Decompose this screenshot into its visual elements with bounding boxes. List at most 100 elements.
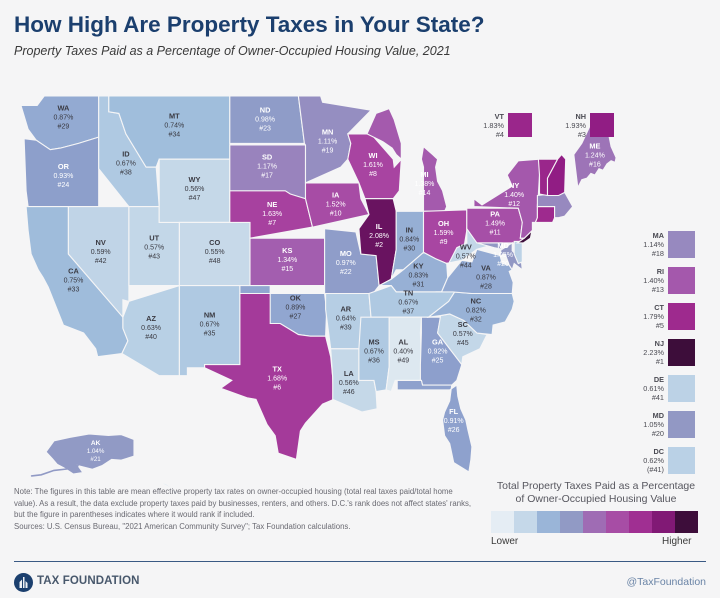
svg-text:0.67%: 0.67% xyxy=(398,300,418,307)
svg-text:#39: #39 xyxy=(340,324,352,331)
svg-text:#30: #30 xyxy=(403,245,415,252)
svg-text:1.63%: 1.63% xyxy=(262,211,282,218)
svg-text:1.49%: 1.49% xyxy=(485,221,505,228)
svg-text:FL: FL xyxy=(449,407,459,416)
svg-text:TX: TX xyxy=(272,364,282,373)
svg-text:WA: WA xyxy=(57,104,70,113)
svg-text:#40: #40 xyxy=(145,334,157,341)
svg-text:#36: #36 xyxy=(368,358,380,365)
svg-text:AK: AK xyxy=(91,440,101,447)
svg-text:0.57%: 0.57% xyxy=(456,254,476,261)
svg-text:0.82%: 0.82% xyxy=(466,308,486,315)
svg-text:1.34%: 1.34% xyxy=(277,257,297,264)
svg-text:WV: WV xyxy=(460,243,472,252)
svg-text:CO: CO xyxy=(209,238,220,247)
svg-text:0.67%: 0.67% xyxy=(364,349,384,356)
svg-text:#11: #11 xyxy=(490,230,501,237)
svg-text:0.67%: 0.67% xyxy=(116,161,136,168)
svg-text:OK: OK xyxy=(290,293,302,302)
svg-text:MO: MO xyxy=(340,249,352,258)
svg-text:0.56%: 0.56% xyxy=(185,186,205,193)
svg-text:#49: #49 xyxy=(397,358,409,365)
svg-text:NV: NV xyxy=(96,238,106,247)
svg-text:WY: WY xyxy=(189,175,201,184)
svg-text:WI: WI xyxy=(368,151,377,160)
svg-text:0.87%: 0.87% xyxy=(53,115,73,122)
svg-text:#44: #44 xyxy=(460,263,472,270)
svg-text:#20: #20 xyxy=(497,261,509,268)
svg-text:#10: #10 xyxy=(330,211,342,218)
svg-text:#35: #35 xyxy=(204,331,216,338)
svg-text:MN: MN xyxy=(322,127,334,136)
svg-text:0.83%: 0.83% xyxy=(408,273,428,280)
svg-text:#25: #25 xyxy=(432,358,444,365)
svg-text:MT: MT xyxy=(169,112,180,121)
svg-text:1.24%: 1.24% xyxy=(585,153,605,160)
svg-text:1.05%: 1.05% xyxy=(493,252,513,259)
svg-text:0.40%: 0.40% xyxy=(393,349,413,356)
svg-text:VA: VA xyxy=(481,263,491,272)
svg-text:1.59%: 1.59% xyxy=(434,230,454,237)
svg-text:0.57%: 0.57% xyxy=(453,331,473,338)
svg-text:#29: #29 xyxy=(58,124,70,131)
svg-text:NM: NM xyxy=(204,311,216,320)
svg-text:1.38%: 1.38% xyxy=(415,181,435,188)
svg-text:#22: #22 xyxy=(340,269,352,276)
svg-text:#24: #24 xyxy=(58,182,70,189)
svg-text:#46: #46 xyxy=(343,389,355,396)
svg-text:IL: IL xyxy=(376,222,383,231)
svg-text:#42: #42 xyxy=(95,258,107,265)
svg-text:ME: ME xyxy=(589,142,600,151)
svg-text:IA: IA xyxy=(332,191,340,200)
svg-text:MD: MD xyxy=(497,241,509,250)
svg-text:CA: CA xyxy=(68,266,79,275)
svg-text:1.17%: 1.17% xyxy=(257,164,277,171)
svg-text:AR: AR xyxy=(340,304,351,313)
svg-text:OH: OH xyxy=(438,219,449,228)
svg-text:#19: #19 xyxy=(322,147,334,154)
svg-text:1.04%: 1.04% xyxy=(87,448,105,455)
svg-text:AL: AL xyxy=(398,338,408,347)
svg-text:#34: #34 xyxy=(168,132,180,139)
svg-text:0.93%: 0.93% xyxy=(53,173,73,180)
svg-text:#8: #8 xyxy=(369,171,377,178)
svg-text:0.67%: 0.67% xyxy=(200,322,220,329)
svg-text:#6: #6 xyxy=(273,384,281,391)
svg-text:#45: #45 xyxy=(457,340,469,347)
svg-text:#27: #27 xyxy=(290,313,302,320)
svg-text:#17: #17 xyxy=(261,173,273,180)
svg-text:#43: #43 xyxy=(148,253,160,260)
svg-text:ID: ID xyxy=(122,150,130,159)
svg-text:TN: TN xyxy=(403,289,413,298)
svg-text:MS: MS xyxy=(368,338,379,347)
svg-text:1.61%: 1.61% xyxy=(363,162,383,169)
svg-text:NC: NC xyxy=(471,297,482,306)
svg-text:#32: #32 xyxy=(470,317,482,324)
svg-text:#33: #33 xyxy=(68,286,80,293)
svg-text:2.08%: 2.08% xyxy=(369,233,389,240)
svg-text:0.84%: 0.84% xyxy=(399,236,419,243)
svg-text:GA: GA xyxy=(432,338,444,347)
svg-text:#48: #48 xyxy=(209,258,221,265)
svg-text:#12: #12 xyxy=(508,201,520,208)
svg-text:NY: NY xyxy=(509,181,519,190)
svg-text:#16: #16 xyxy=(589,162,601,169)
svg-text:NE: NE xyxy=(267,200,277,209)
svg-text:0.64%: 0.64% xyxy=(336,315,356,322)
svg-text:0.56%: 0.56% xyxy=(339,380,359,387)
svg-text:#31: #31 xyxy=(413,282,425,289)
svg-text:#15: #15 xyxy=(281,266,293,273)
svg-text:0.91%: 0.91% xyxy=(444,418,464,425)
svg-text:PA: PA xyxy=(490,210,500,219)
svg-text:#28: #28 xyxy=(480,283,492,290)
svg-text:0.92%: 0.92% xyxy=(428,349,448,356)
svg-text:KS: KS xyxy=(282,246,292,255)
svg-text:0.75%: 0.75% xyxy=(64,277,84,284)
svg-text:#21: #21 xyxy=(90,456,101,463)
svg-text:#2: #2 xyxy=(375,242,383,249)
svg-text:1.11%: 1.11% xyxy=(318,138,337,145)
svg-text:0.98%: 0.98% xyxy=(255,116,275,123)
svg-text:#7: #7 xyxy=(268,220,276,227)
svg-text:#9: #9 xyxy=(440,239,448,246)
svg-text:AZ: AZ xyxy=(146,314,156,323)
